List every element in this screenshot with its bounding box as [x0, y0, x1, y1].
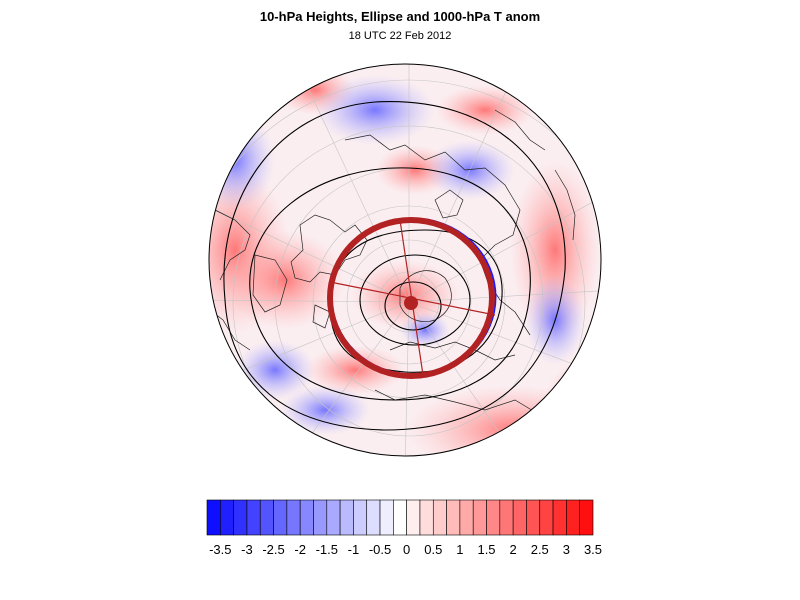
- colorbar-box: [339, 499, 354, 536]
- colorbar-box: [459, 499, 474, 536]
- colorbar-box: [299, 499, 314, 536]
- colorbar-box: [486, 499, 501, 536]
- anomaly-field: [209, 64, 601, 456]
- colorbar-tick-label: 2: [510, 542, 517, 557]
- colorbar-labels: -3.5 -3 -2.5 -2 -1.5 -1 -0.5 0 0.5 1 1.5 2 2.5 3 3.5: [209, 542, 602, 557]
- colorbar: -3.5 -3 -2.5 -2 -1.5 -1 -0.5 0 0.5 1 1.5 2 2.5 3 3.5: [206, 499, 602, 557]
- colorbar-tick-label: -3: [241, 542, 253, 557]
- globe-outline: [208, 63, 602, 457]
- polar-map: [208, 63, 602, 457]
- colorbar-box: [512, 499, 527, 536]
- colorbar-box: [326, 499, 341, 536]
- colorbar-box: [526, 499, 541, 536]
- colorbar-box: [579, 499, 594, 536]
- colorbar-box: [273, 499, 288, 536]
- colorbar-box: [353, 499, 368, 536]
- colorbar-tick-label: -0.5: [369, 542, 391, 557]
- ellipse-centroid: [404, 296, 418, 310]
- colorbar-box: [393, 499, 407, 536]
- colorbar-tick-label: -1: [348, 542, 360, 557]
- colorbar-box: [313, 499, 328, 536]
- colorbar-box: [220, 499, 234, 536]
- colorbar-box: [539, 499, 554, 536]
- chart-title: 10-hPa Heights, Ellipse and 1000-hPa T a…: [259, 9, 541, 24]
- colorbar-box: [552, 499, 567, 536]
- chart-subtitle: 18 UTC 22 Feb 2012: [348, 30, 452, 42]
- colorbar-tick-label: 3.5: [584, 542, 602, 557]
- colorbar-box: [366, 499, 381, 536]
- colorbar-tick-label: 0: [403, 542, 410, 557]
- colorbar-box: [259, 499, 274, 536]
- colorbar-box: [472, 499, 487, 536]
- colorbar-box: [566, 499, 580, 536]
- colorbar-box: [432, 499, 447, 536]
- colorbar-box: [379, 499, 394, 536]
- colorbar-tick-label: 2.5: [531, 542, 549, 557]
- colorbar-box: [233, 499, 248, 536]
- colorbar-box: [499, 499, 514, 536]
- colorbar-tick-label: 1: [456, 542, 463, 557]
- colorbar-box: [286, 499, 301, 536]
- colorbar-box: [406, 499, 421, 536]
- colorbar-tick-label: -2: [294, 542, 306, 557]
- colorbar-tick-label: -3.5: [209, 542, 231, 557]
- colorbar-boxes: [206, 499, 594, 536]
- vortex-ellipse: [327, 217, 497, 379]
- colorbar-box: [206, 499, 221, 536]
- colorbar-box: [246, 499, 261, 536]
- colorbar-tick-label: 1.5: [477, 542, 495, 557]
- colorbar-tick-label: -2.5: [262, 542, 284, 557]
- colorbar-box: [446, 499, 461, 536]
- colorbar-tick-label: -1.5: [316, 542, 338, 557]
- colorbar-box: [419, 499, 434, 536]
- colorbar-tick-label: 3: [563, 542, 570, 557]
- colorbar-tick-label: 0.5: [424, 542, 442, 557]
